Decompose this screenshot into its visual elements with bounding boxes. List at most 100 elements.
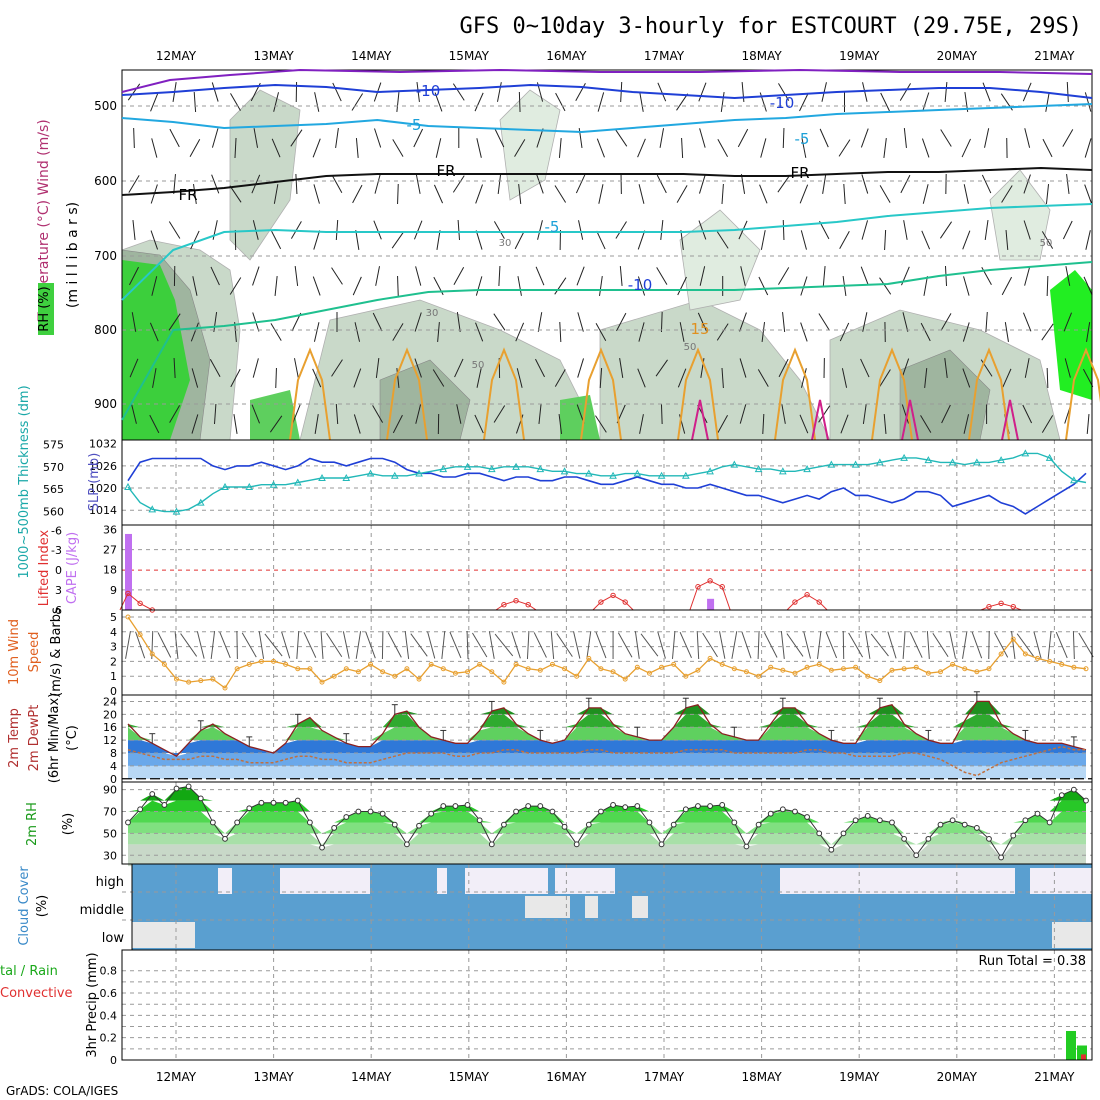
rh-point (391, 821, 398, 828)
wind-barb (883, 413, 887, 435)
isotherm-15-loop (289, 347, 331, 441)
isotherm-20-loop (901, 399, 919, 441)
wind-barb-10m (135, 631, 146, 659)
contour-label: -5 (795, 130, 810, 148)
date-label-top: 14MAY (351, 49, 392, 63)
wind-speed-point (1022, 651, 1028, 657)
wind-barb (921, 138, 930, 158)
cloud-mid-clear (585, 896, 598, 918)
cloud-high-clear (780, 868, 1092, 894)
wind-barb (437, 321, 440, 343)
lifted-index-line (689, 580, 731, 611)
wind-barb (599, 367, 603, 389)
wind-barb (518, 91, 521, 113)
thickness-point (245, 482, 254, 490)
wind-barb (655, 359, 668, 377)
wind-barb-10m (526, 630, 530, 660)
contour-label: 30 (426, 308, 439, 319)
wind-barb-10m (441, 631, 446, 659)
slp-tick-label: 1026 (89, 460, 117, 473)
wind-barb (922, 184, 929, 204)
wind-barb (1045, 92, 1050, 112)
wind-barb (313, 322, 320, 342)
rh-point (537, 803, 544, 809)
wind-barb (900, 174, 911, 194)
rh-point (306, 819, 313, 826)
isotherm-10 (121, 261, 1093, 421)
wind-barb (150, 92, 159, 112)
wind-barb-10m (971, 631, 983, 659)
rh-point (937, 821, 944, 828)
thickness-point (778, 467, 787, 475)
wind-barb (331, 359, 343, 377)
wind-barb (940, 129, 952, 147)
rh-point (488, 841, 495, 848)
rh-point (246, 805, 253, 812)
rh-point (501, 821, 507, 828)
rh-point (125, 819, 131, 826)
wind-speed-point (1010, 636, 1016, 642)
wind-speed-point (562, 666, 568, 672)
wind-barb (659, 128, 665, 148)
wind-barb-10m (932, 632, 949, 658)
slp-tick-label: 1020 (89, 482, 117, 495)
wind-speed-point (574, 673, 580, 679)
date-label-top: 20MAY (937, 49, 978, 63)
wind-barb-10m (342, 631, 350, 659)
lifted-index-point (1010, 603, 1016, 610)
wind-tick-label: 0 (110, 685, 117, 698)
wind-speed-point (380, 669, 386, 675)
axis-label-rh-b: (%) (61, 813, 76, 836)
rh-point (864, 812, 871, 819)
wind-barb (799, 184, 809, 204)
wind-barb-10m (702, 632, 718, 658)
wind-barb (475, 322, 484, 342)
axis-label-pressure: (m i l l i b a r s) (65, 202, 81, 308)
wind-barb (782, 219, 785, 241)
wind-barb (656, 267, 668, 285)
thickness-point (827, 460, 836, 468)
thickness-point (463, 462, 472, 470)
wind-barb (903, 220, 908, 240)
wind-barb (292, 404, 301, 424)
rh-high-area (1050, 270, 1092, 400)
thickness-point (390, 471, 399, 479)
wind-barb-10m (949, 631, 957, 659)
temp-band-warm (128, 727, 1086, 741)
wind-barb (314, 92, 320, 112)
wind-barb (598, 184, 604, 204)
wind-barb (211, 82, 219, 102)
rh-point (779, 806, 786, 813)
cloud-high-clear (555, 868, 615, 894)
wind-speed-point (416, 676, 422, 682)
wind-speed-point (355, 669, 361, 675)
lifted-index-point (695, 584, 701, 590)
wind-tick-label: 4 (110, 626, 117, 639)
wind-barb (901, 358, 910, 378)
wind-barb (192, 276, 198, 296)
wind-barb (840, 414, 849, 434)
wind-barb (879, 277, 892, 295)
wind-barb (679, 322, 685, 342)
rh-point (646, 819, 653, 826)
wind-barb-10m (533, 632, 547, 658)
wind-barb-10m (741, 631, 752, 659)
wind-barb (839, 231, 850, 249)
wind-barb (660, 311, 663, 333)
lifted-index-point (986, 603, 992, 610)
rh-point (973, 825, 980, 831)
wind-speed-point (804, 664, 810, 670)
thickness-point (876, 458, 884, 466)
wind-speed-line (127, 616, 1087, 689)
precip-panel-frame (121, 949, 1093, 1061)
wind-barb (595, 323, 607, 341)
wind-barb (920, 415, 932, 433)
wind-barb (740, 174, 746, 194)
wind-barb (656, 174, 667, 194)
wind-speed-point (392, 673, 398, 679)
wind-barb (290, 129, 303, 147)
wind-speed-point (683, 673, 689, 679)
wind-barb-10m (671, 631, 676, 659)
rh-band (128, 833, 1086, 845)
wind-barb-10m (320, 630, 324, 660)
